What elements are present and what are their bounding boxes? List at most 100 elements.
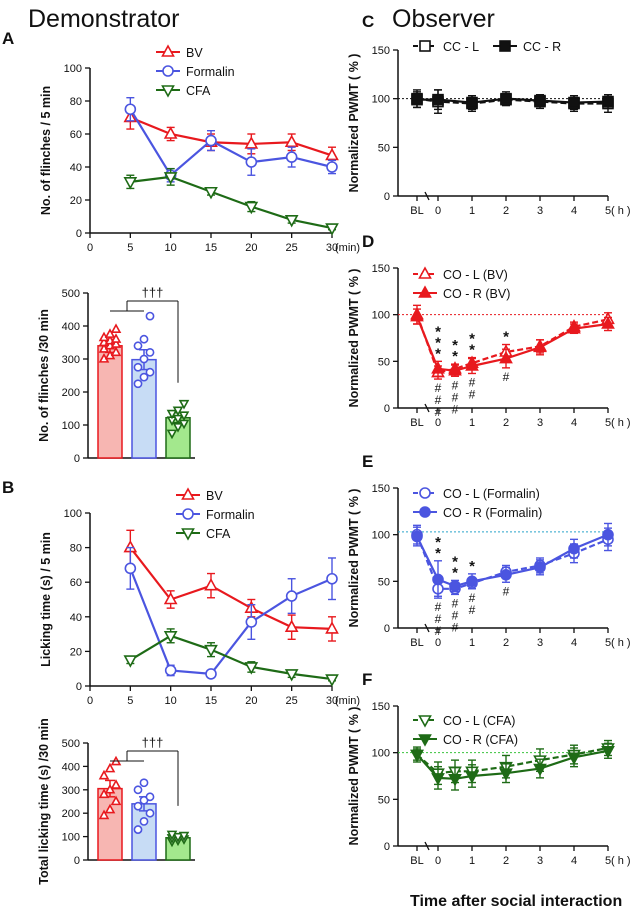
data-point (133, 341, 143, 351)
x-tick-label: 0 (87, 695, 93, 707)
y-tick-label: 100 (372, 310, 390, 322)
legend-marker (161, 44, 175, 57)
x-tick-label: 5 (605, 417, 611, 429)
x-tick-label: 25 (286, 242, 298, 254)
significance-hash: # (469, 603, 476, 617)
panel-d: 0 50 100 150 Normalized PWMT ( % ) BL 0 1 2 3 4 5( … (347, 232, 631, 429)
y-tick-label: 100 (62, 832, 80, 844)
data-point (325, 621, 339, 634)
significance-hash: # (452, 620, 459, 634)
y-axis-label: Licking time (s) / 5 min (39, 532, 53, 667)
significance-hash: # (435, 612, 442, 626)
legend-label: CO - L (Formalin) (443, 487, 540, 501)
significance-star: * (435, 545, 441, 562)
data-point (139, 778, 149, 788)
x-axis-unit: (min) (335, 695, 360, 707)
significance-star: * (452, 337, 458, 354)
data-point (602, 528, 614, 541)
data-point (325, 223, 339, 236)
x-tick-label: 3 (537, 417, 543, 429)
y-tick-label: 150 (372, 483, 390, 495)
panel-a-bar: 0 100 200 300 400 500 No. of flinches /30 min †… (37, 285, 195, 465)
x-tick-label: 0 (435, 855, 441, 867)
data-point (284, 619, 299, 632)
data-point (244, 136, 259, 149)
y-axis-label: No. of flinches /30 min (37, 309, 51, 442)
legend-entry: CO - L (BV) (413, 266, 508, 282)
legend-entry: CO - R (Formalin) (413, 506, 542, 520)
significance-hash: # (452, 608, 459, 622)
y-tick-label: 20 (70, 646, 82, 658)
series-co-l-formalin (411, 524, 614, 597)
significance-hash: # (503, 370, 510, 384)
panel-c: 0 50 100 150 Normalized PWMT ( % ) BL 0 1 2 3 4 5( … (347, 12, 631, 217)
data-point (411, 93, 423, 106)
x-tick-label: 30 (326, 242, 338, 254)
legend-marker (418, 285, 432, 298)
x-tick-label: 0 (87, 242, 93, 254)
series-cc-r (411, 89, 614, 111)
data-point (163, 591, 178, 605)
data-point (602, 95, 614, 108)
data-point (204, 577, 218, 591)
data-point (568, 542, 580, 555)
data-point (145, 367, 155, 377)
y-tick-label: 150 (372, 263, 390, 275)
bar-group-cfa (165, 399, 191, 459)
significance-hash: # (452, 402, 459, 416)
data-point (500, 92, 512, 105)
significance-hash: # (435, 381, 442, 395)
significance-star: * (469, 331, 475, 348)
y-tick-label: 300 (62, 354, 80, 366)
data-point (98, 788, 110, 799)
data-point (178, 399, 190, 410)
y-tick-label: 0 (384, 403, 390, 415)
x-tick-label: 4 (571, 855, 577, 867)
x-tick-label: 25 (286, 695, 298, 707)
significance-label: ††† (142, 285, 164, 300)
significance-hash: # (469, 375, 476, 389)
x-tick-label: 2 (503, 637, 509, 649)
data-point (204, 186, 218, 200)
data-point (104, 803, 116, 814)
significance-bracket: ††† (110, 285, 179, 383)
data-point (466, 575, 478, 588)
x-tick-label: 2 (503, 205, 509, 217)
data-point (139, 816, 149, 826)
data-point (104, 762, 116, 773)
data-point (145, 792, 155, 802)
data-point (110, 333, 122, 343)
significance-star: * (452, 348, 458, 365)
y-tick-label: 300 (62, 785, 80, 797)
demonstrator-title: Demonstrator (28, 5, 179, 33)
observer-title: Observer (392, 5, 495, 33)
data-point (534, 94, 546, 107)
y-tick-label: 50 (378, 142, 390, 154)
data-point (534, 561, 546, 574)
legend-entry: Formalin (176, 508, 255, 522)
x-tick-label: 20 (245, 695, 257, 707)
data-point (465, 771, 479, 784)
data-point (285, 590, 298, 602)
panel-label: C (362, 12, 374, 31)
x-tick-label: 4 (571, 637, 577, 649)
data-point (567, 321, 581, 334)
significance-hash: # (452, 390, 459, 404)
data-point (245, 156, 258, 168)
data-point (499, 350, 513, 364)
significance-hash: # (469, 591, 476, 605)
significance-hash: # (452, 596, 459, 610)
significance-star: * (469, 342, 475, 359)
x-tick-label: 4 (571, 417, 577, 429)
legend-label: CO - R (BV) (443, 287, 510, 301)
x-tick-label: 15 (205, 695, 217, 707)
data-point (244, 201, 259, 215)
data-point (410, 749, 424, 763)
series-formalin (124, 96, 338, 183)
data-point (411, 530, 423, 543)
y-tick-label: 40 (70, 612, 82, 624)
significance-hash: # (503, 584, 510, 598)
y-axis-label: Normalized PWMT ( % ) (347, 54, 361, 193)
y-tick-label: 50 (378, 356, 390, 368)
